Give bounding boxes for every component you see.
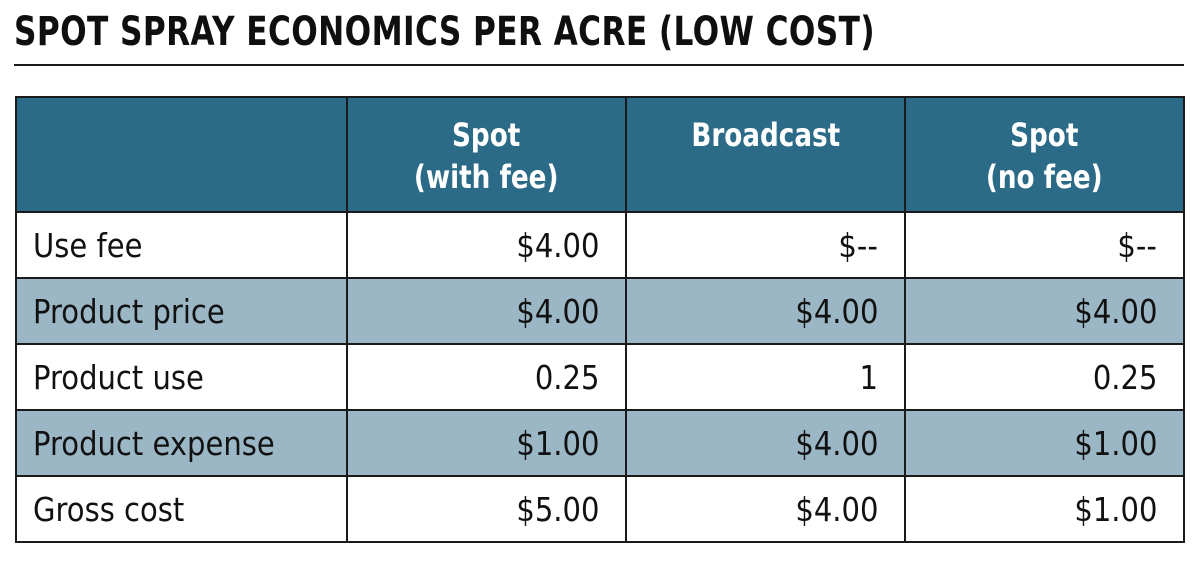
row-label: Gross cost bbox=[15, 475, 348, 543]
cell-spot-no-fee: $-- bbox=[904, 211, 1185, 279]
table-row-gross-cost: Gross cost $5.00 $4.00 $1.00 bbox=[15, 475, 1185, 543]
cell-broadcast: $-- bbox=[625, 211, 906, 279]
page-title: SPOT SPRAY ECONOMICS PER ACRE (LOW COST) bbox=[14, 9, 875, 55]
header-spot-no-fee: Spot (no fee) bbox=[904, 96, 1185, 213]
table-row-use-fee: Use fee $4.00 $-- $-- bbox=[15, 211, 1185, 279]
header-broadcast: Broadcast bbox=[625, 96, 906, 213]
cell-broadcast: 1 bbox=[625, 343, 906, 411]
economics-table: Spot (with fee) Broadcast Spot (no fee) … bbox=[15, 96, 1185, 543]
row-label: Product expense bbox=[15, 409, 348, 477]
cell-broadcast: $4.00 bbox=[625, 475, 906, 543]
header-empty-cell bbox=[15, 96, 348, 213]
table-row-product-expense: Product expense $1.00 $4.00 $1.00 bbox=[15, 409, 1185, 477]
cell-spot-with-fee: $4.00 bbox=[346, 211, 627, 279]
table-row-product-price: Product price $4.00 $4.00 $4.00 bbox=[15, 277, 1185, 345]
header-spot-with-fee: Spot (with fee) bbox=[346, 96, 627, 213]
title-divider bbox=[14, 64, 1184, 66]
header-line-1: Spot bbox=[1010, 116, 1079, 154]
header-line-1: Broadcast bbox=[691, 116, 840, 154]
cell-spot-with-fee: 0.25 bbox=[346, 343, 627, 411]
cell-spot-with-fee: $4.00 bbox=[346, 277, 627, 345]
cell-broadcast: $4.00 bbox=[625, 409, 906, 477]
header-line-1: Spot bbox=[452, 116, 521, 154]
cell-spot-no-fee: $1.00 bbox=[904, 409, 1185, 477]
cell-spot-with-fee: $1.00 bbox=[346, 409, 627, 477]
header-line-2: (no fee) bbox=[986, 158, 1103, 196]
cell-spot-with-fee: $5.00 bbox=[346, 475, 627, 543]
row-label: Product use bbox=[15, 343, 348, 411]
cell-spot-no-fee: $4.00 bbox=[904, 277, 1185, 345]
cell-spot-no-fee: $1.00 bbox=[904, 475, 1185, 543]
table-row-product-use: Product use 0.25 1 0.25 bbox=[15, 343, 1185, 411]
row-label: Product price bbox=[15, 277, 348, 345]
cell-spot-no-fee: 0.25 bbox=[904, 343, 1185, 411]
row-label: Use fee bbox=[15, 211, 348, 279]
header-line-2: (with fee) bbox=[414, 158, 559, 196]
cell-broadcast: $4.00 bbox=[625, 277, 906, 345]
header-row: Spot (with fee) Broadcast Spot (no fee) bbox=[15, 96, 1185, 213]
